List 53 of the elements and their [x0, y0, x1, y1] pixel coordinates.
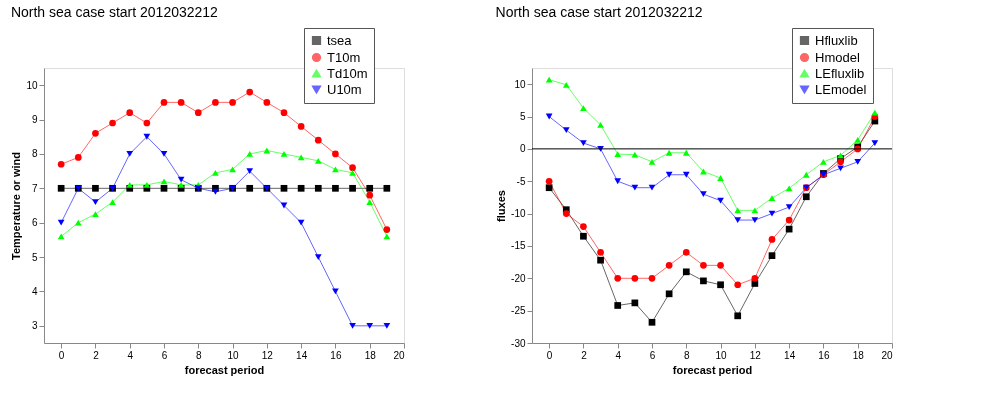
y-tick-label: 4 — [31, 285, 38, 297]
chart-title: North sea case start 2012032212 — [10, 3, 219, 20]
legend-label: Hfluxlib — [815, 32, 858, 48]
x-tick-label: 16 — [818, 349, 830, 361]
y-tick-label: 6 — [31, 217, 38, 229]
y-tick-label: 10 — [26, 79, 38, 91]
x-axis-title: forecast period — [672, 363, 753, 376]
x-tick-label: 6 — [649, 349, 656, 361]
x-tick-label: 20 — [881, 349, 893, 361]
y-tick-label: -20 — [511, 272, 526, 284]
legend-label: Td10m — [327, 65, 368, 81]
y-tick-label: 3 — [31, 320, 38, 332]
y-axis-title: fluxes — [495, 190, 508, 222]
x-tick-label: 2 — [581, 349, 588, 361]
x-tick-label: 18 — [852, 349, 865, 361]
y-tick-label: -15 — [511, 240, 526, 252]
x-tick-label: 10 — [227, 349, 240, 361]
y-tick-label: -10 — [511, 208, 526, 220]
y-tick-label: -5 — [516, 175, 526, 187]
x-tick-label: 0 — [58, 349, 65, 361]
x-tick-label: 0 — [546, 349, 553, 361]
x-tick-label: 14 — [784, 349, 796, 361]
legend-label: LEmodel — [815, 81, 867, 97]
x-tick-label: 8 — [684, 349, 690, 361]
legend-label: T10m — [327, 49, 361, 65]
x-tick-label: 4 — [615, 349, 622, 361]
y-tick-label: -25 — [511, 305, 526, 317]
y-axis-title: Temperature or wind — [10, 152, 23, 260]
x-tick-label: 14 — [296, 349, 308, 361]
legend-label: LEfluxlib — [815, 65, 865, 81]
y-tick-label: 0 — [519, 143, 526, 155]
legend-label: U10m — [327, 81, 362, 97]
legend-label: tsea — [327, 32, 353, 48]
x-tick-label: 16 — [330, 349, 342, 361]
x-tick-label: 20 — [393, 349, 405, 361]
y-tick-label: 10 — [514, 78, 526, 90]
legend-label: Hmodel — [815, 49, 860, 65]
y-tick-label: 8 — [31, 148, 38, 160]
x-tick-label: 4 — [127, 349, 134, 361]
x-tick-label: 8 — [196, 349, 202, 361]
y-tick-label: 7 — [31, 182, 38, 194]
x-tick-label: 10 — [715, 349, 728, 361]
x-tick-label: 18 — [364, 349, 377, 361]
y-tick-label: 9 — [31, 114, 38, 126]
y-tick-label: 5 — [31, 251, 38, 263]
y-tick-label: -30 — [511, 337, 526, 349]
x-tick-label: 2 — [93, 349, 100, 361]
y-tick-label: 5 — [519, 111, 526, 123]
chart-title: North sea case start 2012032212 — [495, 3, 703, 20]
x-tick-label: 6 — [161, 349, 168, 361]
x-tick-label: 12 — [749, 349, 762, 361]
x-tick-label: 12 — [261, 349, 274, 361]
x-axis-title: forecast period — [184, 363, 265, 376]
